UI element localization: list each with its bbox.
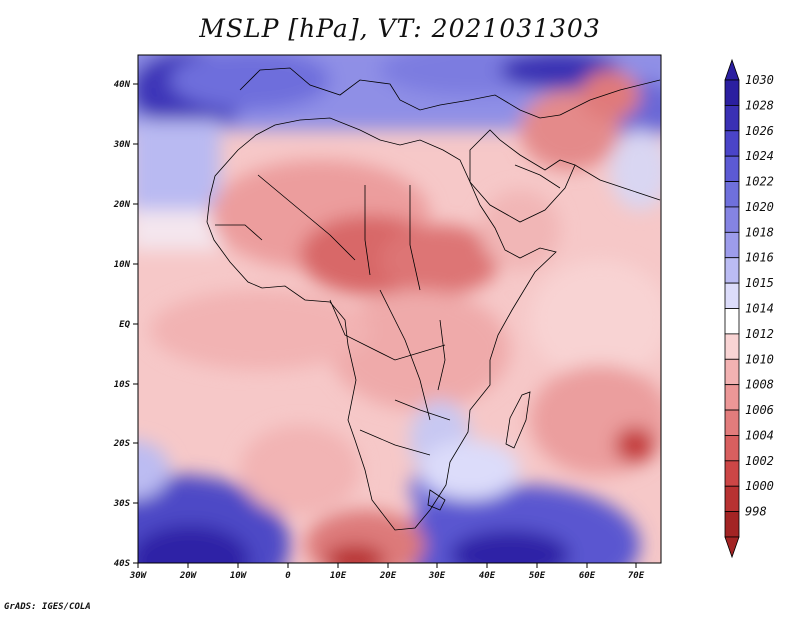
colorbar-label: 1026 — [745, 124, 774, 138]
lon-label: 30E — [428, 571, 446, 581]
latitude-labels: 40N 30N 20N 10N EQ 10S 20S 30S 40S — [113, 80, 131, 569]
lon-label: 10E — [330, 571, 347, 581]
map-title: MSLP [hPa], VT: 2021031303 — [199, 14, 601, 43]
colorbar-box — [724, 409, 740, 436]
colorbar-box — [724, 79, 740, 106]
colorbar-box — [724, 358, 740, 386]
colorbar-box — [724, 206, 740, 233]
colorbar-box — [724, 384, 740, 411]
map-frame — [137, 54, 662, 564]
lon-label: 60E — [579, 571, 596, 581]
colorbar-box — [724, 181, 740, 208]
lon-label: 30W — [129, 571, 148, 581]
lat-label: 30N — [113, 140, 131, 150]
coastlines — [206, 67, 661, 531]
lon-label: 10W — [230, 571, 248, 581]
colorbar-label: 1030 — [745, 73, 774, 87]
tick-marks — [133, 83, 637, 568]
lat-label: 30S — [113, 499, 131, 509]
colorbar-box — [724, 308, 740, 335]
lon-label: 0 — [285, 571, 291, 581]
lon-label: 40E — [479, 571, 496, 581]
colorbar-label: 1012 — [745, 327, 774, 341]
colorbar-boxes — [724, 58, 740, 559]
colorbar-label: 998 — [745, 505, 767, 519]
colorbar-box — [724, 460, 740, 487]
lon-label: 20W — [179, 571, 198, 581]
lon-label: 50E — [529, 571, 546, 581]
colorbar-label: 1015 — [745, 276, 774, 290]
colorbar-box — [724, 257, 740, 284]
colorbar-label: 1028 — [745, 98, 774, 112]
colorbar-labels: 1030 1028 1026 1024 1022 1020 1018 1016 1015 1014… — [745, 73, 774, 519]
colorbar-box — [724, 104, 740, 132]
colorbar-label: 1014 — [745, 302, 774, 316]
lat-label: 10S — [114, 380, 131, 390]
credit-text: GrADS: IGES/COLA — [4, 602, 91, 612]
colorbar-bottom-arrow — [724, 536, 740, 559]
colorbar-top-arrow — [724, 58, 740, 81]
longitude-labels: 30W 20W 10W 0 10E 20E 30E 40E 50E 60E 70… — [129, 571, 645, 581]
colorbar-box — [724, 333, 740, 360]
colorbar-box — [724, 231, 740, 259]
colorbar-box — [724, 282, 740, 309]
lat-label: EQ — [119, 320, 130, 330]
colorbar-label: 1004 — [745, 428, 774, 442]
lat-label: 40S — [114, 559, 131, 569]
colorbar-box — [724, 485, 740, 513]
lat-label: 10N — [114, 260, 131, 270]
colorbar-label: 1020 — [745, 200, 774, 214]
colorbar-label: 1024 — [745, 149, 774, 163]
colorbar-label: 1008 — [745, 378, 774, 392]
colorbar-label: 1006 — [745, 403, 774, 417]
colorbar-label: 1002 — [745, 454, 774, 468]
lat-label: 40N — [114, 80, 131, 90]
pressure-field — [138, 55, 661, 563]
colorbar-box — [724, 511, 740, 538]
lon-label: 20E — [379, 571, 397, 581]
colorbar-label: 1000 — [745, 479, 774, 493]
colorbar-box — [724, 130, 740, 157]
colorbar-label: 1022 — [745, 175, 774, 189]
colorbar-box — [724, 435, 740, 462]
lat-label: 20S — [113, 439, 131, 449]
colorbar-label: 1010 — [745, 352, 774, 366]
lon-label: 70E — [628, 571, 645, 581]
lat-label: 20N — [113, 200, 131, 210]
colorbar-label: 1018 — [745, 225, 774, 239]
colorbar-box — [724, 155, 740, 182]
colorbar-label: 1016 — [745, 251, 774, 265]
